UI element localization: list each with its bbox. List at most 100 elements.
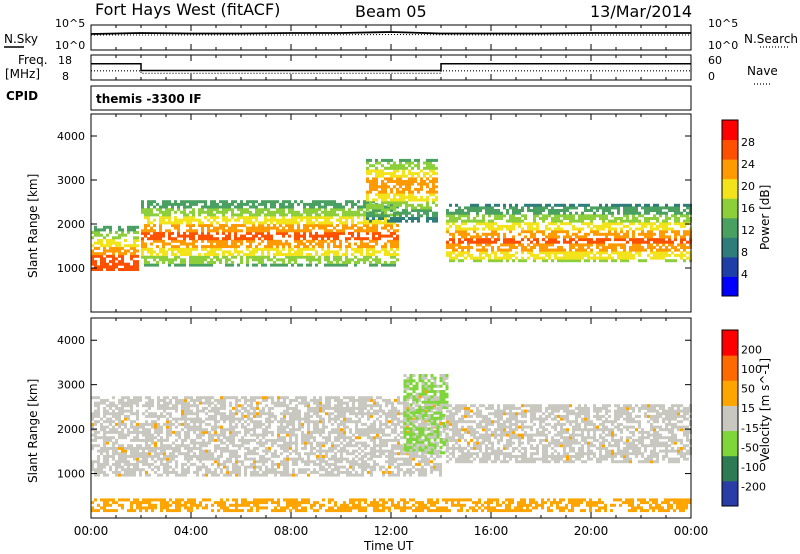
heatmap-cell [232,412,235,416]
heatmap-cell [162,242,165,246]
heatmap-cell [423,180,426,183]
heatmap-cell [328,412,331,416]
heatmap-cell [216,239,219,243]
heatmap-cell [408,185,411,189]
heatmap-cell [563,248,566,252]
heatmap-cell [130,257,133,261]
heatmap-cell [569,248,572,252]
heatmap-cell [210,210,213,214]
heatmap-cell [358,457,361,461]
heatmap-cell [315,263,318,267]
heatmap-cell [186,221,189,225]
heatmap-cell [147,210,150,214]
heatmap-cell [665,224,668,228]
heatmap-cell [214,409,217,413]
heatmap-cell [280,462,283,466]
heatmap-cell [136,239,139,242]
heatmap-cell [548,238,551,242]
heatmap-cell [596,238,599,242]
heatmap-cell [193,446,196,450]
heatmap-cell [372,245,375,249]
heatmap-cell [285,263,288,267]
heatmap-cell [352,404,355,408]
heatmap-cell [369,164,372,168]
heatmap-cell [253,406,256,410]
heatmap-cell [331,430,334,434]
heatmap-cell [133,428,136,432]
heatmap-cell [103,414,106,418]
heatmap-cell [674,209,677,212]
power-colorbar-swatch [722,178,738,199]
heatmap-cell [124,409,127,413]
heatmap-cell [455,203,458,207]
heatmap-cell [408,182,411,186]
heatmap-cell [432,201,435,205]
heatmap-cell [100,254,103,258]
heatmap-cell [423,198,426,202]
heatmap-cell [363,202,366,206]
heatmap-cell [358,398,361,402]
heatmap-cell [572,206,575,210]
heatmap-cell [324,224,327,227]
heatmap-cell [192,231,195,235]
heatmap-cell [542,219,545,223]
heatmap-cell [560,222,563,226]
heatmap-cell [449,243,452,247]
heatmap-cell [351,205,354,209]
heatmap-cell [115,422,118,426]
heatmap-cell [668,259,671,263]
heatmap-cell [259,444,262,448]
heatmap-cell [142,433,145,437]
heatmap-cell [112,236,115,240]
heatmap-cell [196,465,199,469]
heatmap-cell [276,258,279,262]
heatmap-cell [351,226,354,230]
heatmap-cell [384,214,387,218]
heatmap-cell [653,256,656,260]
heatmap-cell [243,216,246,220]
heatmap-cell [106,462,109,466]
heatmap-cell [147,202,150,206]
heatmap-cell [186,253,189,256]
heatmap-cell [222,208,225,212]
heatmap-cell [157,414,160,418]
heatmap-cell [307,457,310,461]
heatmap-cell [393,164,396,168]
heatmap-cell [455,230,458,234]
heatmap-cell [662,253,665,257]
heatmap-cell [274,470,277,474]
heatmap-cell [151,436,154,440]
heatmap-cell [277,438,280,442]
heatmap-cell [97,265,100,269]
heatmap-cell [196,470,199,474]
heatmap-cell [277,433,280,437]
heatmap-cell [345,245,348,249]
heatmap-cell [578,238,581,242]
heatmap-cell [467,240,470,244]
heatmap-cell [599,240,602,244]
heatmap-cell [294,245,297,249]
heatmap-cell [331,473,334,477]
heatmap-cell [258,255,261,259]
heatmap-cell [307,401,310,405]
heatmap-cell [360,239,363,243]
heatmap-cell [214,398,217,402]
heatmap-cell [265,452,268,456]
heatmap-cell [602,214,605,218]
heatmap-cell [345,224,348,227]
heatmap-cell [641,232,644,236]
heatmap-cell [328,417,331,421]
heatmap-cell [259,401,262,405]
heatmap-cell [306,247,309,251]
heatmap-cell [178,446,181,450]
heatmap-cell [148,412,151,416]
heatmap-cell [470,246,473,249]
heatmap-cell [100,465,103,469]
heatmap-cell [94,468,97,472]
heatmap-cell [665,240,668,244]
heatmap-cell [166,404,169,408]
heatmap-cell [220,396,223,400]
heatmap-cell [145,396,148,400]
heatmap-cell [366,177,369,181]
heatmap-cell [264,218,267,222]
